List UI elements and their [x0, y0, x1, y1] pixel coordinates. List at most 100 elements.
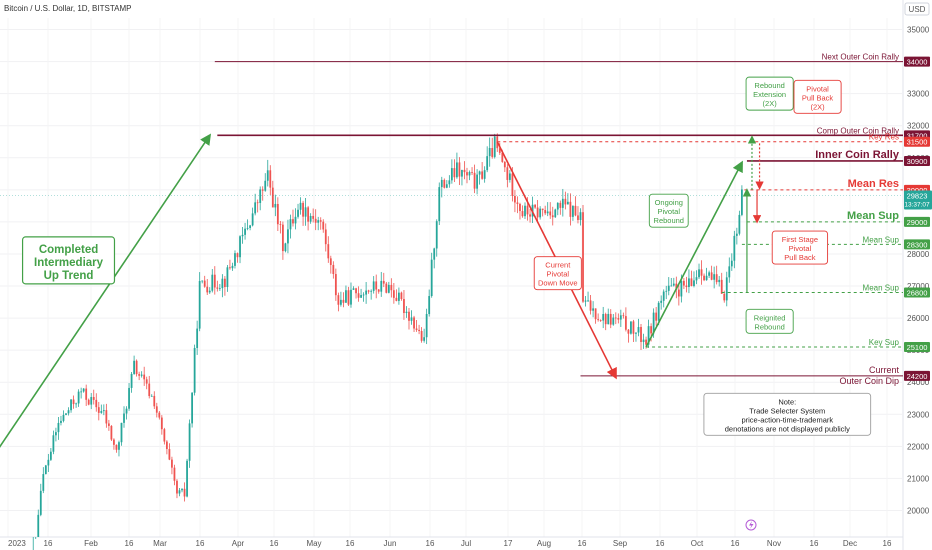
candle-body [501, 152, 504, 162]
candle-body [92, 397, 95, 400]
candle-body [246, 227, 249, 229]
y-tick-label: 33000 [907, 90, 930, 99]
x-tick-label: 16 [196, 539, 205, 548]
annotation-text: denotations are not displayed publicly [725, 424, 850, 433]
candle-body [657, 302, 660, 321]
level-label: Inner Coin Rally [815, 149, 900, 161]
candle-body [410, 317, 413, 321]
candle-body [551, 215, 554, 218]
candle-body [645, 339, 647, 345]
x-tick-label: Jun [384, 539, 397, 548]
candle-body [216, 287, 219, 289]
annotation-text: Rebound [754, 322, 784, 331]
candle-body [632, 321, 635, 334]
x-tick-label: Oct [691, 539, 704, 548]
x-tick-label: Dec [843, 539, 857, 548]
candle-body [498, 148, 501, 153]
candle-body [150, 395, 153, 397]
candle-body [514, 195, 516, 203]
candle-body [90, 397, 93, 405]
annotation-box [533, 256, 582, 291]
x-tick-label: 16 [883, 539, 892, 548]
candle-body [660, 300, 663, 303]
level-label: Key Res [869, 133, 899, 142]
candle-body [493, 136, 496, 157]
candle-body [647, 326, 650, 345]
currency-box [904, 2, 930, 16]
candle-body [107, 423, 110, 426]
candle-body [309, 215, 312, 222]
candle-body [524, 205, 526, 217]
candle-body [332, 264, 335, 275]
level-label: Mean Sup [863, 235, 900, 244]
candle-body [135, 360, 138, 375]
candle-body [735, 233, 738, 236]
level-price-tag-text: 26800 [907, 288, 928, 297]
candle-body [276, 203, 279, 225]
candle-body [208, 290, 211, 293]
candle-body [176, 480, 178, 494]
candle-body [244, 228, 246, 235]
candle-body [511, 173, 514, 196]
candle-body [430, 259, 433, 297]
y-tick-label: 35000 [907, 26, 930, 35]
level-price-tag [904, 341, 930, 352]
annotation-text: Extension [753, 90, 786, 99]
x-tick-label: 16 [270, 539, 279, 548]
candle-body [688, 278, 690, 288]
annotation-box [745, 76, 794, 111]
level-price-tag-text: 34000 [907, 58, 928, 67]
candle-body [47, 459, 50, 466]
y-tick-label: 32000 [907, 122, 930, 131]
candle-body [471, 172, 473, 173]
candle-body [72, 399, 75, 405]
candle-body [478, 171, 481, 175]
candle-body [453, 168, 456, 178]
candle-body [546, 211, 549, 214]
candle-body [602, 314, 605, 321]
candle-body [249, 225, 252, 228]
candle-body [44, 465, 47, 475]
candle-body [536, 207, 539, 218]
candle-body [171, 459, 173, 468]
x-tick-label: Jul [461, 539, 471, 548]
candle-body [42, 474, 45, 491]
x-tick-label: 2023 [8, 539, 26, 548]
candle-body [264, 180, 267, 191]
annotation-box [648, 193, 689, 228]
y-tick-label: 24000 [907, 378, 930, 387]
candle-body [115, 444, 118, 450]
candle-body [667, 285, 670, 291]
candle-body [340, 299, 342, 305]
candle-body [153, 395, 156, 407]
candle-body [690, 278, 693, 286]
candle-body [398, 292, 400, 301]
candle-body [503, 161, 506, 168]
candle-body [241, 234, 244, 237]
candle-body [405, 311, 408, 314]
current-price-tag [904, 190, 932, 210]
candle-body [642, 339, 645, 343]
y-tick-label: 21000 [907, 474, 930, 483]
x-tick-label: 16 [810, 539, 819, 548]
candle-body [740, 189, 743, 215]
candle-body [624, 316, 627, 330]
x-tick-label: 16 [44, 539, 53, 548]
candle-body [468, 172, 471, 176]
candle-body [118, 442, 120, 450]
annotation-text: Reignited [754, 313, 786, 322]
candle-body [458, 162, 461, 177]
candle-body [695, 277, 698, 281]
candle-body [733, 235, 736, 261]
level-price-tag [904, 370, 930, 381]
candle-body [559, 202, 562, 208]
candle-body [491, 147, 494, 157]
candle-body [307, 207, 310, 222]
candle-body [85, 388, 88, 400]
y-tick-label: 26000 [907, 314, 930, 323]
candle-body [655, 312, 658, 321]
candle-body [256, 202, 259, 204]
candle-body [377, 289, 380, 292]
candle-body [337, 295, 340, 305]
